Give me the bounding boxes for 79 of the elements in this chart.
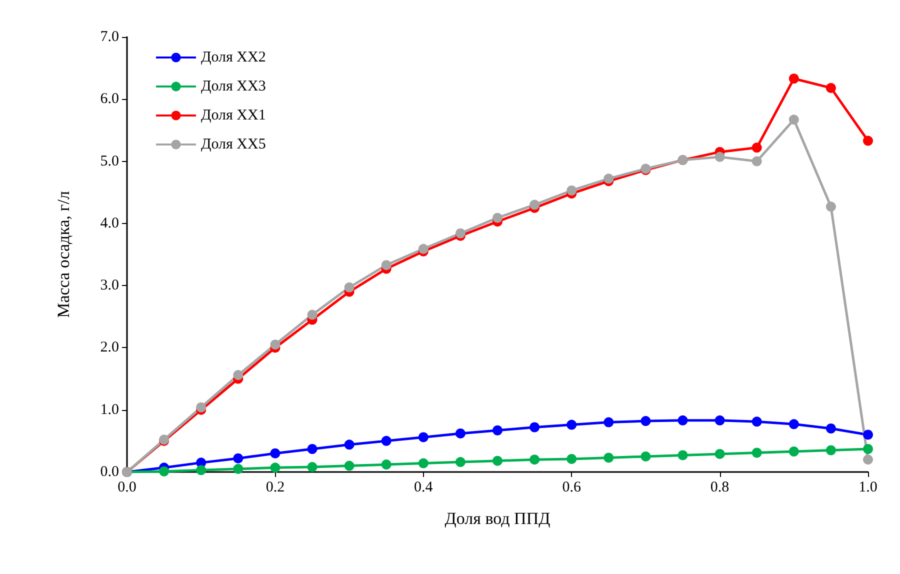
point bbox=[566, 454, 577, 464]
x-tick-label: 0.8 bbox=[710, 480, 730, 496]
y-tick-label: 0.0 bbox=[100, 464, 119, 480]
y-tick-label: 2.0 bbox=[100, 340, 119, 356]
point bbox=[788, 74, 799, 84]
point bbox=[418, 458, 428, 468]
point bbox=[678, 415, 688, 426]
point bbox=[455, 228, 466, 238]
point bbox=[826, 202, 836, 212]
point bbox=[566, 185, 577, 196]
legend-label: Доля XX3 bbox=[201, 78, 266, 94]
point bbox=[604, 452, 614, 463]
point bbox=[826, 82, 836, 93]
point bbox=[566, 420, 577, 430]
point bbox=[344, 460, 354, 471]
point bbox=[270, 340, 280, 350]
point bbox=[714, 448, 725, 459]
point bbox=[752, 448, 762, 458]
x-axis-title: Доля вод ППД bbox=[444, 509, 551, 528]
point bbox=[714, 415, 725, 426]
point bbox=[788, 419, 799, 430]
point bbox=[863, 136, 873, 146]
point bbox=[307, 310, 318, 320]
y-axis-title: Масса осадка, г/л bbox=[54, 190, 73, 318]
point bbox=[752, 142, 762, 153]
point bbox=[863, 454, 873, 465]
point bbox=[863, 430, 873, 440]
x-tick-label: 0.6 bbox=[562, 480, 582, 496]
x-tick-label: 1.0 bbox=[858, 480, 878, 496]
y-tick-label: 6.0 bbox=[100, 91, 119, 108]
point bbox=[307, 462, 318, 472]
point bbox=[752, 416, 762, 427]
point bbox=[418, 432, 428, 442]
point bbox=[159, 466, 170, 476]
point bbox=[752, 156, 762, 166]
y-tick-label: 7.0 bbox=[100, 29, 119, 45]
point bbox=[233, 453, 244, 464]
point bbox=[640, 416, 651, 426]
point bbox=[270, 462, 280, 473]
legend-label: Доля XX1 bbox=[201, 108, 266, 124]
point bbox=[233, 370, 244, 380]
point bbox=[788, 446, 799, 456]
y-tick-label: 1.0 bbox=[100, 402, 119, 418]
point bbox=[344, 440, 354, 450]
point bbox=[455, 457, 466, 468]
point bbox=[492, 212, 502, 223]
point bbox=[604, 174, 614, 184]
point bbox=[714, 152, 725, 162]
legend-label: Доля XX2 bbox=[201, 50, 266, 66]
x-tick-label: 0.4 bbox=[414, 480, 434, 496]
legend-label: Доля XX5 bbox=[201, 136, 266, 152]
point bbox=[678, 450, 688, 460]
point bbox=[418, 244, 428, 254]
y-tick-label: 5.0 bbox=[100, 153, 119, 170]
point bbox=[604, 417, 614, 428]
point bbox=[196, 402, 206, 412]
point bbox=[826, 424, 836, 434]
point bbox=[530, 422, 540, 432]
y-tick-label: 4.0 bbox=[100, 215, 119, 232]
point bbox=[233, 464, 244, 474]
point bbox=[196, 465, 206, 476]
y-tick-label: 3.0 bbox=[100, 278, 119, 294]
point bbox=[381, 460, 392, 470]
point bbox=[826, 445, 836, 456]
point bbox=[381, 260, 392, 270]
point bbox=[530, 200, 540, 210]
x-tick-label: 0.2 bbox=[266, 480, 285, 496]
point bbox=[492, 425, 502, 436]
x-tick-label: 0.0 bbox=[118, 480, 136, 496]
point bbox=[788, 114, 799, 125]
point bbox=[381, 436, 392, 446]
point bbox=[640, 451, 651, 462]
point bbox=[307, 444, 318, 454]
point bbox=[863, 444, 873, 454]
point bbox=[344, 282, 354, 292]
point bbox=[530, 454, 540, 465]
point bbox=[270, 448, 280, 458]
point bbox=[455, 428, 466, 438]
point bbox=[492, 456, 502, 466]
